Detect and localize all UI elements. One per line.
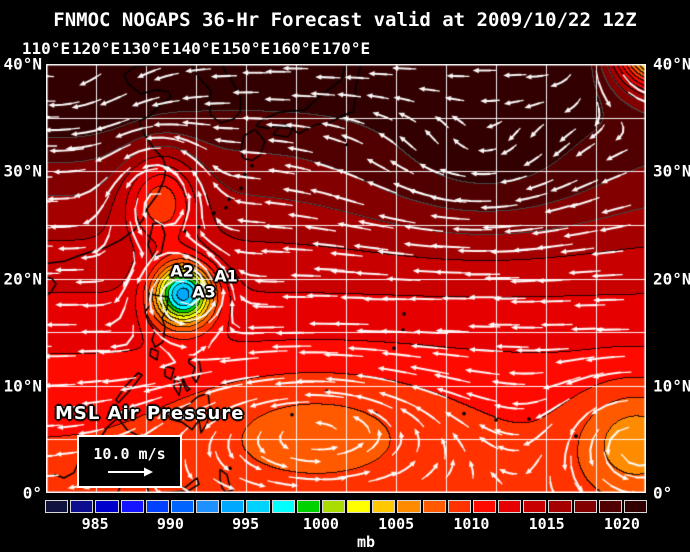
wind-speed-value: 10.0 m/s [93,445,166,463]
lat-tick-label: 0° [653,483,673,503]
colorbar-cell [523,500,547,513]
field-label: MSL Air Pressure [55,403,245,424]
colorbar-cell [498,500,522,513]
storm-label-a3: A3 [192,282,216,302]
colorbar-tick-label: 1000 [302,515,339,533]
lon-tick-label: 140°E [171,39,221,58]
colorbar-cell [573,500,597,513]
pressure-colorbar [45,500,648,513]
lon-tick-label: 170°E [321,39,371,58]
storm-label-a1: A1 [214,266,238,286]
lon-tick-label: 110°E [21,39,71,58]
lat-tick-label: 10°N [3,376,42,396]
lat-tick-label: 30°N [653,161,690,181]
map-area [46,64,646,493]
colorbar-cell [271,500,295,513]
lon-tick-label: 130°E [121,39,171,58]
colorbar-cell [347,500,371,513]
colorbar-cell [321,500,346,513]
colorbar-cell [472,500,497,513]
colorbar-tick-label: 1010 [453,515,490,533]
colorbar-cell [397,500,421,513]
lat-tick-label: 30°N [3,161,42,181]
wind-speed-legend: 10.0 m/s [77,435,182,488]
lat-tick-label: 0° [22,483,42,503]
colorbar-cell [45,500,69,513]
wind-reference-arrow-icon [107,467,153,477]
colorbar-cell [196,500,220,513]
colorbar-tick-label: 990 [156,515,184,533]
colorbar-cell [372,500,396,513]
colorbar-cell [120,500,144,513]
lat-tick-label: 20°N [653,269,690,288]
colorbar-cell [447,500,471,513]
chart-title: FNMOC NOGAPS 36-Hr Forecast valid at 200… [53,9,637,31]
colorbar-cell [170,500,195,513]
colorbar-cell [70,500,94,513]
colorbar-cell [598,500,622,513]
colorbar-tick-label: 985 [81,515,109,533]
lat-tick-label: 40°N [653,54,690,74]
lon-tick-label: 150°E [221,39,271,58]
colorbar-cell [95,500,119,513]
colorbar-tick-label: 1020 [603,515,640,533]
storm-label-a2: A2 [170,261,194,281]
colorbar-cell [221,500,245,513]
lat-tick-label: 20°N [3,269,42,288]
lat-tick-label: 10°N [653,376,690,396]
lon-tick-label: 160°E [271,39,321,58]
colorbar-tick-label: 1015 [528,515,565,533]
colorbar-cell [422,500,446,513]
lat-tick-label: 40°N [3,54,42,74]
pressure-map-canvas [46,64,646,493]
colorbar-cell [246,500,270,513]
lon-tick-label: 120°E [71,39,121,58]
colorbar-cell [296,500,320,513]
colorbar-tick-label: 995 [232,515,260,533]
colorbar-cell [548,500,572,513]
colorbar-tick-label: 1005 [378,515,415,533]
colorbar-units: mb [356,533,376,551]
colorbar-cell [623,500,648,513]
colorbar-cell [145,500,169,513]
